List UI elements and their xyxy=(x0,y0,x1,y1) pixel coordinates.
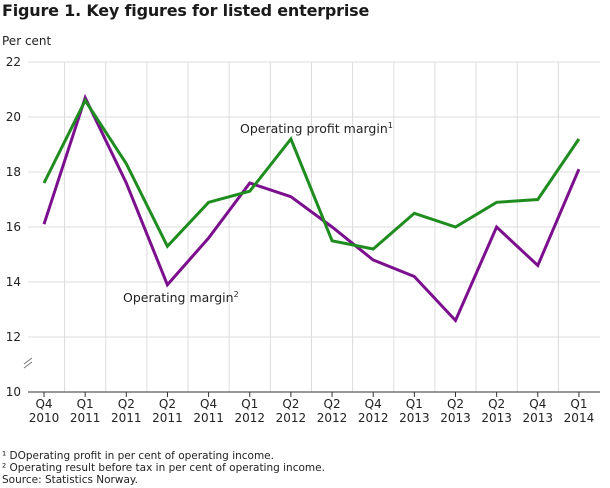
y-tick-label: 18 xyxy=(6,165,21,179)
y-tick-label: 16 xyxy=(6,220,21,234)
x-tick-year: 2013 xyxy=(440,411,471,425)
x-tick-year: 2012 xyxy=(276,411,307,425)
x-tick-year: 2011 xyxy=(152,411,183,425)
y-axis-label: Per cent xyxy=(2,34,52,48)
annotation-operating-margin: Operating margin2 xyxy=(123,290,239,305)
axis-break-stroke xyxy=(23,357,33,365)
x-tick-quarter: Q2 xyxy=(118,397,135,411)
x-tick-quarter: Q1 xyxy=(406,397,423,411)
x-tick-year: 2012 xyxy=(317,411,348,425)
y-tick-label: 20 xyxy=(6,110,21,124)
figure-title: Figure 1. Key figures for listed enterpr… xyxy=(2,1,370,20)
x-tick-quarter: Q4 xyxy=(529,397,546,411)
axis-break-stroke xyxy=(23,361,33,369)
x-tick-year: 2011 xyxy=(193,411,224,425)
annotation-operating-profit-margin: Operating profit margin1 xyxy=(240,121,393,136)
x-tick-year: 2013 xyxy=(481,411,512,425)
x-tick-quarter: Q2 xyxy=(447,397,464,411)
source-note: Source: Statistics Norway. xyxy=(2,474,138,486)
x-tick-year: 2012 xyxy=(234,411,265,425)
footnotes: ¹ DOperating profit in per cent of opera… xyxy=(2,450,325,486)
x-tick-quarter: Q4 xyxy=(200,397,217,411)
x-tick-quarter: Q1 xyxy=(241,397,258,411)
y-tick-label: 12 xyxy=(6,330,21,344)
x-tick-quarter: Q2 xyxy=(324,397,341,411)
y-tick-label: 10 xyxy=(6,385,21,399)
x-tick-quarter: Q2 xyxy=(282,397,299,411)
x-tick-quarter: Q4 xyxy=(365,397,382,411)
y-tick-label: 22 xyxy=(6,55,21,69)
x-tick-quarter: Q1 xyxy=(77,397,94,411)
x-tick-quarter: Q1 xyxy=(570,397,587,411)
series-line-operating-margin xyxy=(42,93,581,324)
x-tick-year: 2011 xyxy=(111,411,142,425)
x-tick-quarter: Q2 xyxy=(488,397,505,411)
series-line-operating-profit-margin xyxy=(42,97,581,251)
x-tick-year: 2013 xyxy=(399,411,430,425)
footnote-2: ² Operating result before tax in per cen… xyxy=(2,462,325,474)
x-tick-quarter: Q4 xyxy=(35,397,52,411)
axis-break-icon xyxy=(23,357,33,369)
x-tick-year: 2014 xyxy=(564,411,595,425)
x-tick-year: 2012 xyxy=(358,411,389,425)
x-tick-year: 2011 xyxy=(70,411,101,425)
x-tick-quarter: Q2 xyxy=(159,397,176,411)
x-tick-year: 2013 xyxy=(523,411,554,425)
x-tick-year: 2010 xyxy=(29,411,60,425)
y-tick-label: 14 xyxy=(6,275,21,289)
footnote-1: ¹ DOperating profit in per cent of opera… xyxy=(2,450,274,462)
